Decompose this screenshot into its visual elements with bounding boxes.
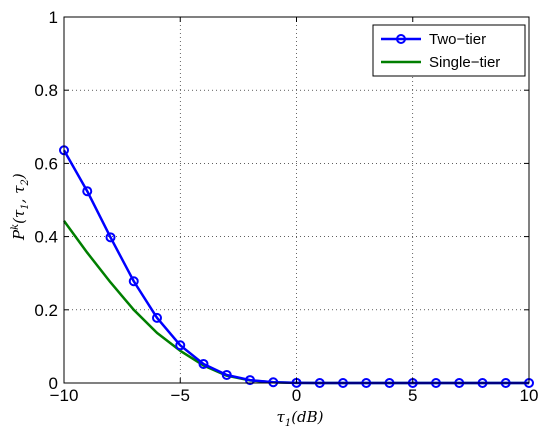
tick-labels: −10 −5 0 5 10 0 0.2 0.4 0.6 0.8 1 (34, 8, 538, 405)
y-tick-label: 0.8 (34, 81, 58, 100)
y-tick-label: 0.2 (34, 301, 58, 320)
axis-ticks (63, 16, 530, 384)
y-tick-label: 0.4 (34, 228, 58, 247)
y-tick-label: 0 (49, 374, 58, 393)
y-axis-label: Pk(τ1, τ2) (10, 173, 31, 241)
x-tick-label: −5 (171, 386, 190, 405)
x-axis-label: τ1(dB) (277, 408, 324, 427)
data-point (245, 375, 255, 386)
data-point (198, 358, 209, 369)
x-tick-label: −10 (50, 386, 79, 405)
data-point (152, 312, 162, 323)
x-tick-label: 5 (408, 386, 417, 405)
data-point (105, 232, 116, 243)
x-tick-label: 0 (292, 386, 301, 405)
grid (64, 17, 529, 383)
data-point (82, 186, 93, 197)
data-point (268, 377, 279, 388)
legend-box (372, 24, 526, 77)
legend: Two−tier Single−tier (372, 24, 526, 77)
legend-marker (396, 34, 406, 44)
data-point (221, 369, 232, 380)
legend-label: Single−tier (429, 54, 500, 71)
data-point (128, 276, 139, 287)
y-tick-label: 1 (49, 8, 58, 27)
legend-label: Two−tier (429, 31, 486, 48)
x-tick-label: 10 (520, 386, 539, 405)
y-tick-label: 0.6 (34, 154, 58, 173)
data-point (175, 340, 186, 351)
